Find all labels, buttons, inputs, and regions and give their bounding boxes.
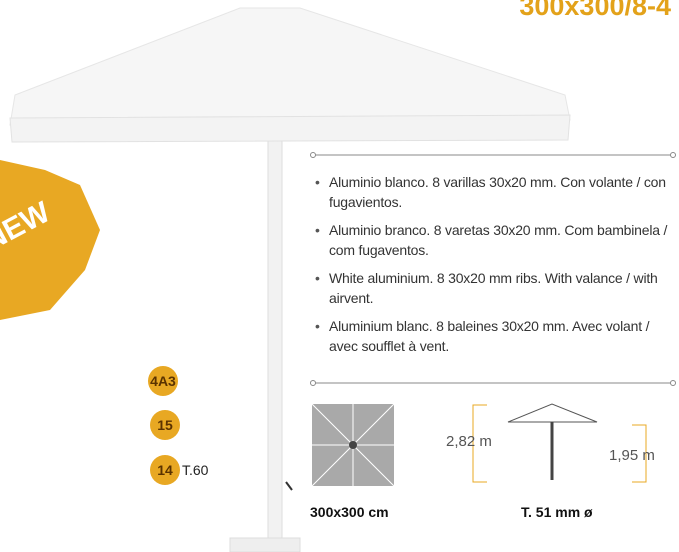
feature: Aluminium blanc. 8 baleines 30x20 mm. Av…: [315, 316, 679, 356]
height-total: 2,82 m: [446, 433, 492, 450]
model-title: 300x300/8-4: [519, 0, 671, 22]
page: 300x300/8-4 NEW Aluminio blanco. 8 varil…: [0, 0, 679, 552]
code-note: T.60: [182, 462, 208, 478]
feature-list: Aluminio blanco. 8 varillas 30x20 mm. Co…: [315, 172, 679, 364]
size-caption: 300x300 cm: [310, 504, 389, 520]
height-under: 1,95 m: [609, 447, 655, 464]
feature: Aluminio blanco. 8 varillas 30x20 mm. Co…: [315, 172, 679, 212]
pole-caption: T. 51 mm ø: [521, 504, 593, 520]
feature: White aluminium. 8 30x20 mm ribs. With v…: [315, 268, 679, 308]
code-badge: 4A3: [148, 366, 178, 396]
code-badge: 15: [150, 410, 180, 440]
feature: Aluminio branco. 8 varetas 30x20 mm. Com…: [315, 220, 679, 260]
code-badge: 14: [150, 455, 180, 485]
